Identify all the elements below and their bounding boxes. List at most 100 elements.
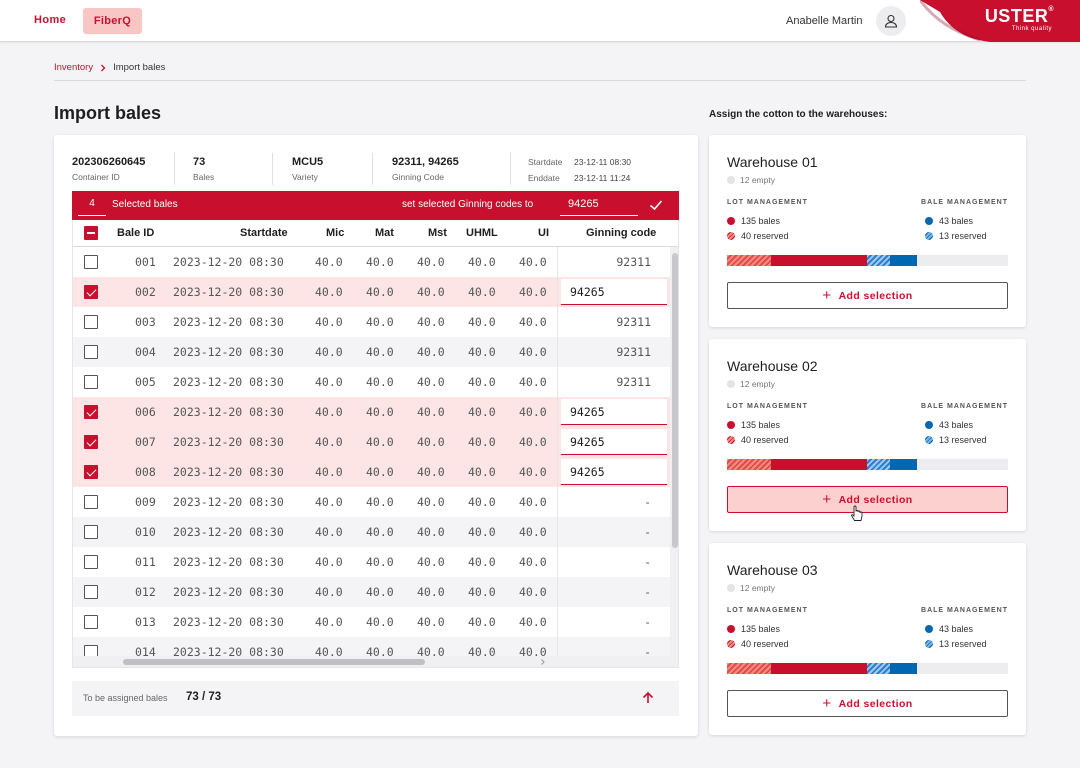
table-row[interactable]: 010 2023-12-20 08:30 40.0 40.0 40.0 40.0 40.0 - [73, 517, 678, 547]
red-dot-icon [727, 421, 735, 429]
ginning-code-value: 92311 [616, 345, 651, 359]
cell-mic: 40.0 [315, 375, 343, 389]
ginning-code-cell: - [557, 487, 669, 517]
table-row[interactable]: 003 2023-12-20 08:30 40.0 40.0 40.0 40.0 40.0 9… [73, 307, 678, 337]
table-row[interactable]: 007 2023-12-20 08:30 40.0 40.0 40.0 40.0 40.0 9… [73, 427, 678, 457]
ginning-code-input[interactable]: 94265 [560, 193, 638, 216]
cell-ui: 40.0 [519, 585, 547, 599]
row-checkbox[interactable] [84, 465, 98, 479]
cell-mic: 40.0 [315, 555, 343, 569]
header-mic[interactable]: Mic [326, 227, 345, 239]
cell-startdate: 2023-12-20 08:30 [173, 255, 284, 269]
warehouse-title: Warehouse 03 [727, 562, 818, 578]
row-checkbox[interactable] [84, 585, 98, 599]
ginning-code-cell: 92311 [557, 337, 669, 367]
table-row[interactable]: 011 2023-12-20 08:30 40.0 40.0 40.0 40.0 40.0 - [73, 547, 678, 577]
bar-lot-reserved [727, 255, 771, 266]
nav-fiberq[interactable]: FiberQ [83, 8, 142, 34]
ginning-code-cell[interactable]: 94265 [557, 397, 669, 427]
legend-bale-bales: 43 bales [925, 216, 973, 226]
add-selection-button[interactable]: + Add selection [727, 486, 1008, 513]
divider [272, 153, 273, 185]
table-row[interactable]: 004 2023-12-20 08:30 40.0 40.0 40.0 40.0 40.0 9… [73, 337, 678, 367]
container-variety: MCU5 Variety [292, 156, 323, 182]
row-checkbox[interactable] [84, 375, 98, 389]
row-checkbox[interactable] [84, 525, 98, 539]
ginning-code-row-input[interactable]: 94265 [561, 279, 667, 305]
ginning-code-cell[interactable]: 94265 [557, 277, 669, 307]
row-checkbox[interactable] [84, 345, 98, 359]
capacity-bar [727, 663, 1008, 674]
cell-bale-id: 011 [135, 555, 156, 569]
select-all-checkbox[interactable] [84, 226, 98, 240]
header-mst[interactable]: Mst [428, 227, 447, 239]
cell-bale-id: 010 [135, 525, 156, 539]
add-selection-label: Add selection [838, 697, 913, 710]
assign-title: Assign the cotton to the warehouses: [709, 109, 888, 120]
warehouse-card: Warehouse 01 12 empty LOT MANAGEMENT BALE M… [709, 135, 1026, 327]
cell-startdate: 2023-12-20 08:30 [173, 345, 284, 359]
empty-dot-icon [727, 380, 735, 388]
add-selection-button[interactable]: + Add selection [727, 282, 1008, 309]
header-mat[interactable]: Mat [375, 227, 394, 239]
table-row[interactable]: 009 2023-12-20 08:30 40.0 40.0 40.0 40.0 40.0 - [73, 487, 678, 517]
empty-dot-icon [727, 176, 735, 184]
header-uhml[interactable]: UHML [466, 227, 498, 239]
ginning-code-row-input[interactable]: 94265 [561, 429, 667, 455]
cell-uhml: 40.0 [468, 465, 496, 479]
ginning-code-value: 92311 [616, 255, 651, 269]
add-selection-button[interactable]: + Add selection [727, 690, 1008, 717]
cell-mic: 40.0 [315, 585, 343, 599]
horizontal-scrollbar[interactable] [73, 656, 670, 668]
user-avatar[interactable] [876, 6, 906, 36]
table-row[interactable]: 012 2023-12-20 08:30 40.0 40.0 40.0 40.0 40.0 - [73, 577, 678, 607]
user-name[interactable]: Anabelle Martin [786, 15, 863, 27]
legend-lot-bales: 135 bales [727, 216, 780, 226]
row-checkbox[interactable] [84, 615, 98, 629]
row-checkbox[interactable] [84, 555, 98, 569]
header-startdate[interactable]: Startdate [240, 227, 288, 239]
empty-label: 12 empty [740, 583, 775, 593]
cell-ui: 40.0 [519, 465, 547, 479]
check-icon[interactable] [648, 197, 664, 213]
table-row[interactable]: 013 2023-12-20 08:30 40.0 40.0 40.0 40.0 40.0 - [73, 607, 678, 637]
table-row[interactable]: 002 2023-12-20 08:30 40.0 40.0 40.0 40.0 40.0 9… [73, 277, 678, 307]
cell-uhml: 40.0 [468, 435, 496, 449]
scroll-thumb[interactable] [123, 659, 425, 665]
header-bale-id[interactable]: Bale ID [117, 227, 155, 239]
vertical-scrollbar[interactable] [670, 247, 678, 667]
cell-startdate: 2023-12-20 08:30 [173, 465, 284, 479]
row-checkbox[interactable] [84, 495, 98, 509]
header-ui[interactable]: UI [538, 227, 549, 239]
warehouse-card: Warehouse 02 12 empty LOT MANAGEMENT BALE M… [709, 339, 1026, 531]
table-row[interactable]: 008 2023-12-20 08:30 40.0 40.0 40.0 40.0 40.0 9… [73, 457, 678, 487]
chevron-right-icon[interactable] [537, 656, 549, 668]
row-checkbox[interactable] [84, 435, 98, 449]
ginning-code-cell: - [557, 547, 669, 577]
warehouse-card: Warehouse 03 12 empty LOT MANAGEMENT BALE M… [709, 543, 1026, 735]
table-row[interactable]: 006 2023-12-20 08:30 40.0 40.0 40.0 40.0 40.0 9… [73, 397, 678, 427]
arrow-up-icon[interactable] [640, 690, 656, 706]
nav-home[interactable]: Home [34, 14, 67, 26]
scroll-thumb[interactable] [672, 253, 678, 548]
container-id-value: 202306260645 [72, 156, 146, 168]
ginning-code-cell[interactable]: 94265 [557, 427, 669, 457]
row-checkbox[interactable] [84, 405, 98, 419]
header-ginning-code[interactable]: Ginning code [586, 227, 657, 239]
ginning-code-cell[interactable]: 94265 [557, 457, 669, 487]
table-row[interactable]: 005 2023-12-20 08:30 40.0 40.0 40.0 40.0 40.0 9… [73, 367, 678, 397]
table-row[interactable]: 001 2023-12-20 08:30 40.0 40.0 40.0 40.0 40.0 9… [73, 247, 678, 277]
cell-mic: 40.0 [315, 435, 343, 449]
breadcrumb-inventory[interactable]: Inventory [54, 62, 94, 73]
row-checkbox[interactable] [84, 285, 98, 299]
brand-logo: USTER® Think quality [920, 0, 1080, 42]
ginning-code-row-input[interactable]: 94265 [561, 459, 667, 485]
ginning-code-row-input[interactable]: 94265 [561, 399, 667, 425]
cell-startdate: 2023-12-20 08:30 [173, 315, 284, 329]
row-checkbox[interactable] [84, 255, 98, 269]
ginning-value: 92311, 94265 [392, 156, 459, 168]
row-checkbox[interactable] [84, 315, 98, 329]
cell-mst: 40.0 [417, 375, 445, 389]
ginning-code-value: 92311 [616, 375, 651, 389]
lot-bales-label: 135 bales [741, 216, 781, 226]
